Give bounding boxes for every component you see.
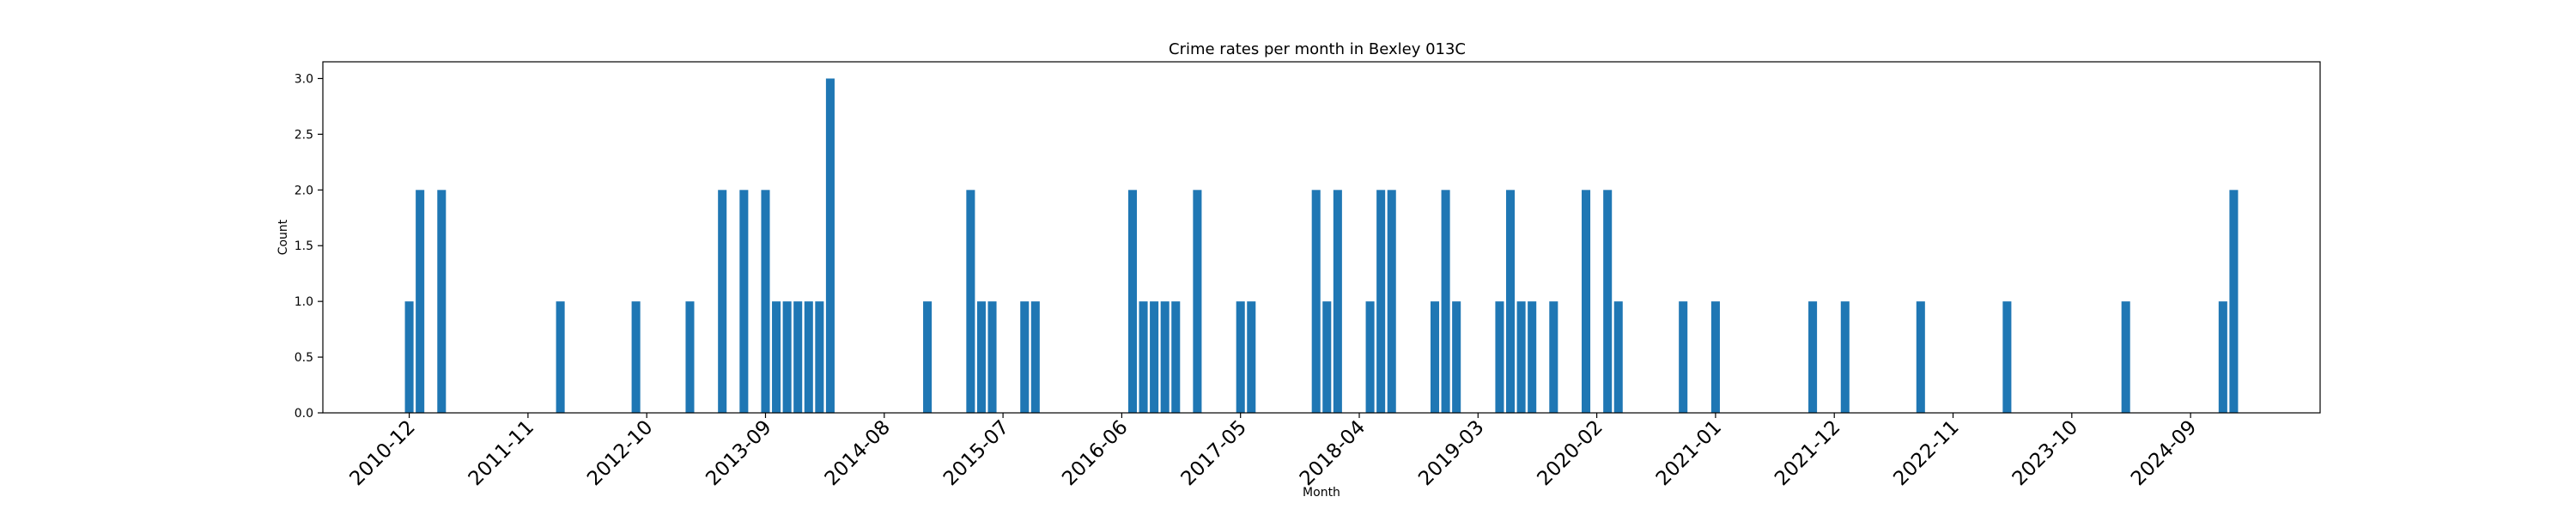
bar xyxy=(1127,190,1138,414)
bar xyxy=(1916,301,1925,413)
bar xyxy=(2218,301,2227,413)
bar xyxy=(761,190,770,414)
bar xyxy=(782,301,792,413)
bar xyxy=(718,190,727,414)
y-tick-label: 0.0 xyxy=(295,407,313,421)
x-tick-label: 2012-10 xyxy=(583,416,657,490)
bar xyxy=(2121,301,2130,413)
bar xyxy=(1549,301,1558,413)
bar xyxy=(1171,301,1181,413)
x-tick-label: 2011-11 xyxy=(465,416,538,490)
bar xyxy=(1193,190,1202,414)
bar xyxy=(1505,190,1516,414)
bar xyxy=(1452,301,1461,413)
bar xyxy=(923,301,933,413)
bar xyxy=(1365,301,1375,413)
bar xyxy=(2229,190,2239,414)
bar xyxy=(1840,301,1850,413)
x-tick-label: 2021-01 xyxy=(1652,416,1726,490)
bar xyxy=(556,301,565,413)
bar xyxy=(1603,190,1613,414)
bar xyxy=(437,190,447,414)
bar xyxy=(987,301,997,413)
x-tick-label: 2013-09 xyxy=(702,416,775,490)
bar xyxy=(1528,301,1537,413)
bar xyxy=(1582,190,1591,414)
bar xyxy=(739,190,749,414)
x-tick-label: 2022-11 xyxy=(1889,416,1963,490)
bar xyxy=(976,301,986,413)
y-tick-label: 3.0 xyxy=(295,72,313,86)
y-axis-label: Count xyxy=(276,219,290,255)
bar xyxy=(1495,301,1504,413)
bar xyxy=(631,301,641,413)
bar xyxy=(1441,190,1450,414)
bar xyxy=(404,301,414,413)
bar xyxy=(1710,301,1720,413)
bar xyxy=(1376,190,1386,414)
bar xyxy=(1808,301,1818,413)
bar xyxy=(804,301,813,413)
bar xyxy=(1430,301,1440,413)
bar xyxy=(685,301,695,413)
bar xyxy=(416,190,425,414)
bar xyxy=(1516,301,1526,413)
x-tick-label: 2015-07 xyxy=(939,416,1013,490)
bars-group xyxy=(404,78,2239,414)
y-tick-label: 0.5 xyxy=(295,351,313,365)
y-tick-label: 2.5 xyxy=(295,128,313,142)
x-tick-label: 2010-12 xyxy=(345,416,419,490)
x-axis-label: Month xyxy=(1303,486,1340,500)
bar xyxy=(1247,301,1256,413)
bar xyxy=(1020,301,1030,413)
x-tick-label: 2016-06 xyxy=(1058,416,1132,490)
bar xyxy=(825,78,835,413)
bar xyxy=(1613,301,1623,413)
y-tick-label: 2.0 xyxy=(295,184,313,197)
bar xyxy=(1150,301,1159,413)
y-tick-label: 1.5 xyxy=(295,239,313,253)
bar xyxy=(1139,301,1148,413)
bar xyxy=(1333,190,1342,414)
bar xyxy=(793,301,803,413)
x-axis: 2010-12 2011-11 2012-10 2013-09 2014-08 2015-… xyxy=(345,413,2201,490)
bar xyxy=(1679,301,1688,413)
x-tick-label: 2024-09 xyxy=(2127,416,2201,490)
x-tick-label: 2014-08 xyxy=(821,416,895,490)
bar xyxy=(772,301,781,413)
x-tick-label: 2023-10 xyxy=(2008,416,2082,490)
bar xyxy=(1030,301,1040,413)
bar xyxy=(1322,301,1332,413)
bar xyxy=(1160,301,1170,413)
bar xyxy=(966,190,975,414)
plot-frame xyxy=(322,61,2321,414)
bar xyxy=(2002,301,2012,413)
x-tick-label: 2018-04 xyxy=(1296,416,1370,490)
bar xyxy=(1236,301,1245,413)
y-axis: 0.0 0.5 1.0 1.5 2.0 2.5 3.0 xyxy=(295,72,323,421)
bar xyxy=(1311,190,1321,414)
x-tick-label: 2021-12 xyxy=(1771,416,1844,490)
x-tick-label: 2020-02 xyxy=(1534,416,1607,490)
bar xyxy=(815,301,824,413)
x-tick-label: 2019-03 xyxy=(1414,416,1488,490)
x-tick-label: 2017-05 xyxy=(1177,416,1251,490)
chart-title: Crime rates per month in Bexley 013C xyxy=(1169,40,1466,58)
y-tick-label: 1.0 xyxy=(295,295,313,309)
bar xyxy=(1387,190,1396,414)
